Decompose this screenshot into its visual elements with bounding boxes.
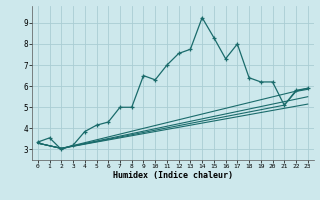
X-axis label: Humidex (Indice chaleur): Humidex (Indice chaleur) — [113, 171, 233, 180]
